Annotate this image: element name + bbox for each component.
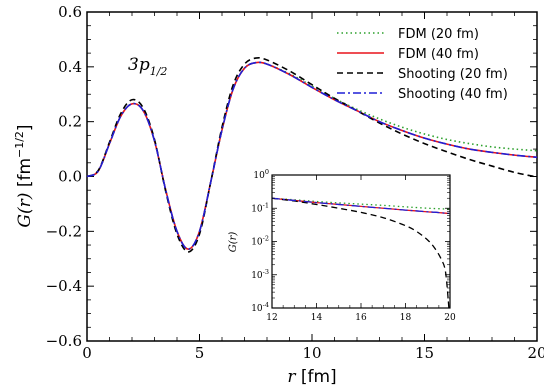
x-tick-label: 10 — [302, 344, 321, 362]
x-axis-label: r [fm] — [287, 367, 336, 385]
inset-series-line-3 — [271, 197, 450, 309]
series-line-3 — [86, 56, 538, 253]
y-tick-label: 0.2 — [58, 113, 82, 131]
inset-x-tick-label: 12 — [266, 313, 277, 323]
legend: FDM (20 fm) FDM (40 fm) Shooting (20 fm) Sh… — [337, 27, 508, 102]
inset-series-line-4 — [271, 197, 449, 215]
y-tick-label: −0.6 — [46, 332, 82, 350]
inset-y-tick-label: 10-2 — [251, 235, 269, 248]
inset-y-tick-label: 100 — [253, 168, 269, 181]
inset-x-tick-label: 14 — [311, 313, 323, 323]
inset-x-tick-label: 20 — [444, 313, 456, 323]
inset-y-tick-label: 10-3 — [251, 268, 269, 281]
legend-label: Shooting (40 fm) — [398, 87, 508, 102]
legend-label: Shooting (20 fm) — [398, 67, 508, 82]
inset-y-tick-label: 10-1 — [251, 201, 269, 214]
x-tick-label: 20 — [527, 344, 544, 362]
legend-label: FDM (40 fm) — [398, 47, 479, 62]
inset-x-tick-label: 16 — [355, 313, 367, 323]
x-tick-label: 5 — [195, 344, 205, 362]
y-axis-label: G(r) [fm−1/2] — [13, 124, 35, 227]
y-tick-label: 0.0 — [58, 168, 82, 186]
panel-annotation: 3p1/2 — [128, 55, 167, 78]
y-tick-label: −0.4 — [46, 277, 82, 295]
y-tick-label: 0.6 — [58, 3, 82, 21]
inset-y-tick-label: 10-4 — [251, 301, 269, 314]
series-line-4 — [86, 61, 538, 250]
inset-background — [272, 175, 450, 308]
y-tick-label: −0.2 — [46, 222, 82, 240]
y-tick-label: 0.4 — [58, 58, 82, 76]
legend-label: FDM (20 fm) — [398, 27, 479, 42]
x-tick-label: 0 — [82, 344, 92, 362]
inset-y-axis-label: G(r) — [228, 232, 239, 253]
x-tick-label: 15 — [415, 344, 434, 362]
inset-x-tick-label: 18 — [400, 313, 412, 323]
